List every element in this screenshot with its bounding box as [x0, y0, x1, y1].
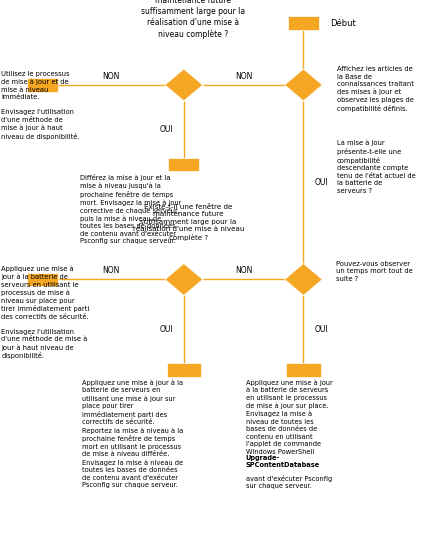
Text: Pouvez-vous observer
un temps mort tout de
suite ?: Pouvez-vous observer un temps mort tout … [336, 261, 412, 282]
Text: Existe-t-il une fenêtre de
maintenance future
suffisamment large pour la
réalisa: Existe-t-il une fenêtre de maintenance f… [132, 204, 244, 241]
Text: Appliquez une mise à
jour à la batterie de
serveurs en utilisant le
processus de: Appliquez une mise à jour à la batterie … [1, 266, 89, 359]
FancyBboxPatch shape [168, 158, 199, 171]
FancyBboxPatch shape [27, 273, 58, 286]
Text: NON: NON [103, 266, 120, 275]
Text: OUI: OUI [159, 125, 173, 134]
Text: OUI: OUI [159, 325, 173, 334]
Polygon shape [285, 69, 323, 101]
Polygon shape [165, 264, 202, 295]
FancyBboxPatch shape [288, 16, 319, 30]
Polygon shape [285, 264, 323, 295]
Text: La mise à jour
présente-t-elle une
compatibilité
descendante compte
tenu de l'ét: La mise à jour présente-t-elle une compa… [337, 140, 416, 194]
Text: OUI: OUI [315, 178, 328, 187]
Text: NON: NON [235, 72, 253, 81]
Text: Début: Début [330, 19, 356, 27]
Text: Upgrade-
SPContentDatabase: Upgrade- SPContentDatabase [246, 455, 320, 468]
Polygon shape [165, 69, 202, 101]
Text: OUI: OUI [315, 325, 328, 334]
FancyBboxPatch shape [287, 363, 321, 377]
Text: Appliquez une mise à jour
à la batterie de serveurs
en utilisant le processus
de: Appliquez une mise à jour à la batterie … [246, 379, 333, 463]
Text: Existe-t-il une fenêtre de
maintenance future
suffisamment large pour la
réalisa: Existe-t-il une fenêtre de maintenance f… [140, 0, 245, 38]
Text: Appliquez une mise à jour à la
batterie de serveurs en
utilisant une mise à jour: Appliquez une mise à jour à la batterie … [82, 379, 183, 488]
Text: avant d'exécuter Psconfig
sur chaque serveur.: avant d'exécuter Psconfig sur chaque ser… [246, 467, 332, 489]
FancyBboxPatch shape [27, 78, 58, 92]
Text: NON: NON [103, 72, 120, 81]
Text: Affichez les articles de
la Base de
connaissances traitant
des mises à jour et
o: Affichez les articles de la Base de conn… [337, 66, 414, 112]
FancyBboxPatch shape [167, 363, 201, 377]
Text: Différez la mise à jour et la
mise à niveau jusqu'à la
prochaine fenêtre de temp: Différez la mise à jour et la mise à niv… [80, 174, 181, 244]
Text: Utilisez le processus
de mise à jour et de
mise à niveau
immédiate.

Envisagez l: Utilisez le processus de mise à jour et … [1, 71, 80, 140]
Text: NON: NON [235, 266, 253, 275]
